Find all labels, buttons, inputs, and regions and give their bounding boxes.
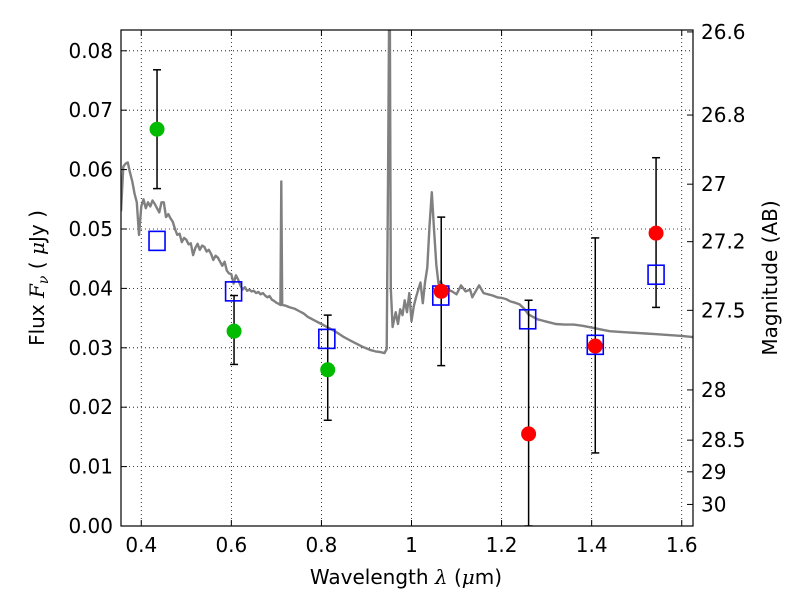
y-tick-label: 0.03 (68, 336, 113, 360)
observed-point-green (320, 362, 336, 378)
y-tick-label: 0.08 (68, 39, 113, 63)
y-tick-label: 0.05 (68, 217, 113, 241)
y2-tick-label: 27.2 (701, 230, 746, 254)
y2-tick-label: 26.6 (701, 20, 746, 44)
x-tick-label: 1.4 (576, 533, 608, 557)
observed-points-group (149, 121, 664, 442)
plot-frame (120, 29, 694, 527)
y2-tick-label: 28.5 (701, 428, 746, 452)
y2-tick-labels: 26.6 26.8 27 27.2 27.5 28 28.5 29 30 (701, 20, 746, 517)
y-tick-label: 0.00 (68, 514, 113, 538)
y2-tick-label: 26.8 (701, 103, 746, 127)
observed-point-red (433, 283, 449, 299)
x-tick-label: 0.6 (215, 533, 247, 557)
plot-area (121, 30, 693, 526)
y-tick-label: 0.07 (68, 98, 113, 122)
y2-tick-label: 27 (701, 172, 726, 196)
y2-tick-label: 30 (701, 492, 726, 516)
observed-point-green (226, 323, 242, 339)
axis-ticks (121, 30, 693, 527)
y-tick-label: 0.04 (68, 276, 113, 300)
observed-point-green (149, 121, 165, 137)
y-tick-label: 0.06 (68, 158, 113, 182)
y2-axis-title: Magnitude (AB) (758, 200, 782, 355)
model-photometry-square (148, 230, 166, 252)
y-tick-label: 0.02 (68, 395, 113, 419)
model-photometry-square (586, 334, 605, 356)
y-tick-labels: 0.00 0.01 0.02 0.03 0.04 0.05 0.06 0.07 0.08 (68, 39, 113, 538)
x-tick-labels: 0.4 0.6 0.8 1 1.2 1.4 1.6 (125, 533, 697, 557)
x-tick-label: 0.8 (306, 533, 338, 557)
observed-point-red (587, 338, 603, 354)
y-axis-title: Flux Fν ( μJy ) (25, 210, 52, 346)
observed-point-red (521, 426, 537, 442)
spectrum-line (121, 30, 693, 355)
x-tick-label: 1 (405, 533, 418, 557)
x-tick-label: 0.4 (125, 533, 157, 557)
y2-tick-label: 29 (701, 460, 726, 484)
observed-point-red (648, 225, 664, 241)
model-photometry-square (518, 308, 537, 330)
model-photometry-square (318, 328, 336, 350)
y2-tick-label: 28 (701, 378, 726, 402)
model-photometry-group (148, 230, 665, 356)
x-axis-title: Wavelength λ (μm) (310, 565, 502, 589)
spectrum-group (121, 30, 693, 355)
model-photometry-square (647, 264, 665, 286)
model-photometry-square (224, 281, 243, 302)
x-tick-label: 1.6 (666, 533, 698, 557)
x-tick-label: 1.2 (486, 533, 518, 557)
y2-tick-label: 27.5 (701, 298, 746, 322)
y-tick-label: 0.01 (68, 455, 113, 479)
